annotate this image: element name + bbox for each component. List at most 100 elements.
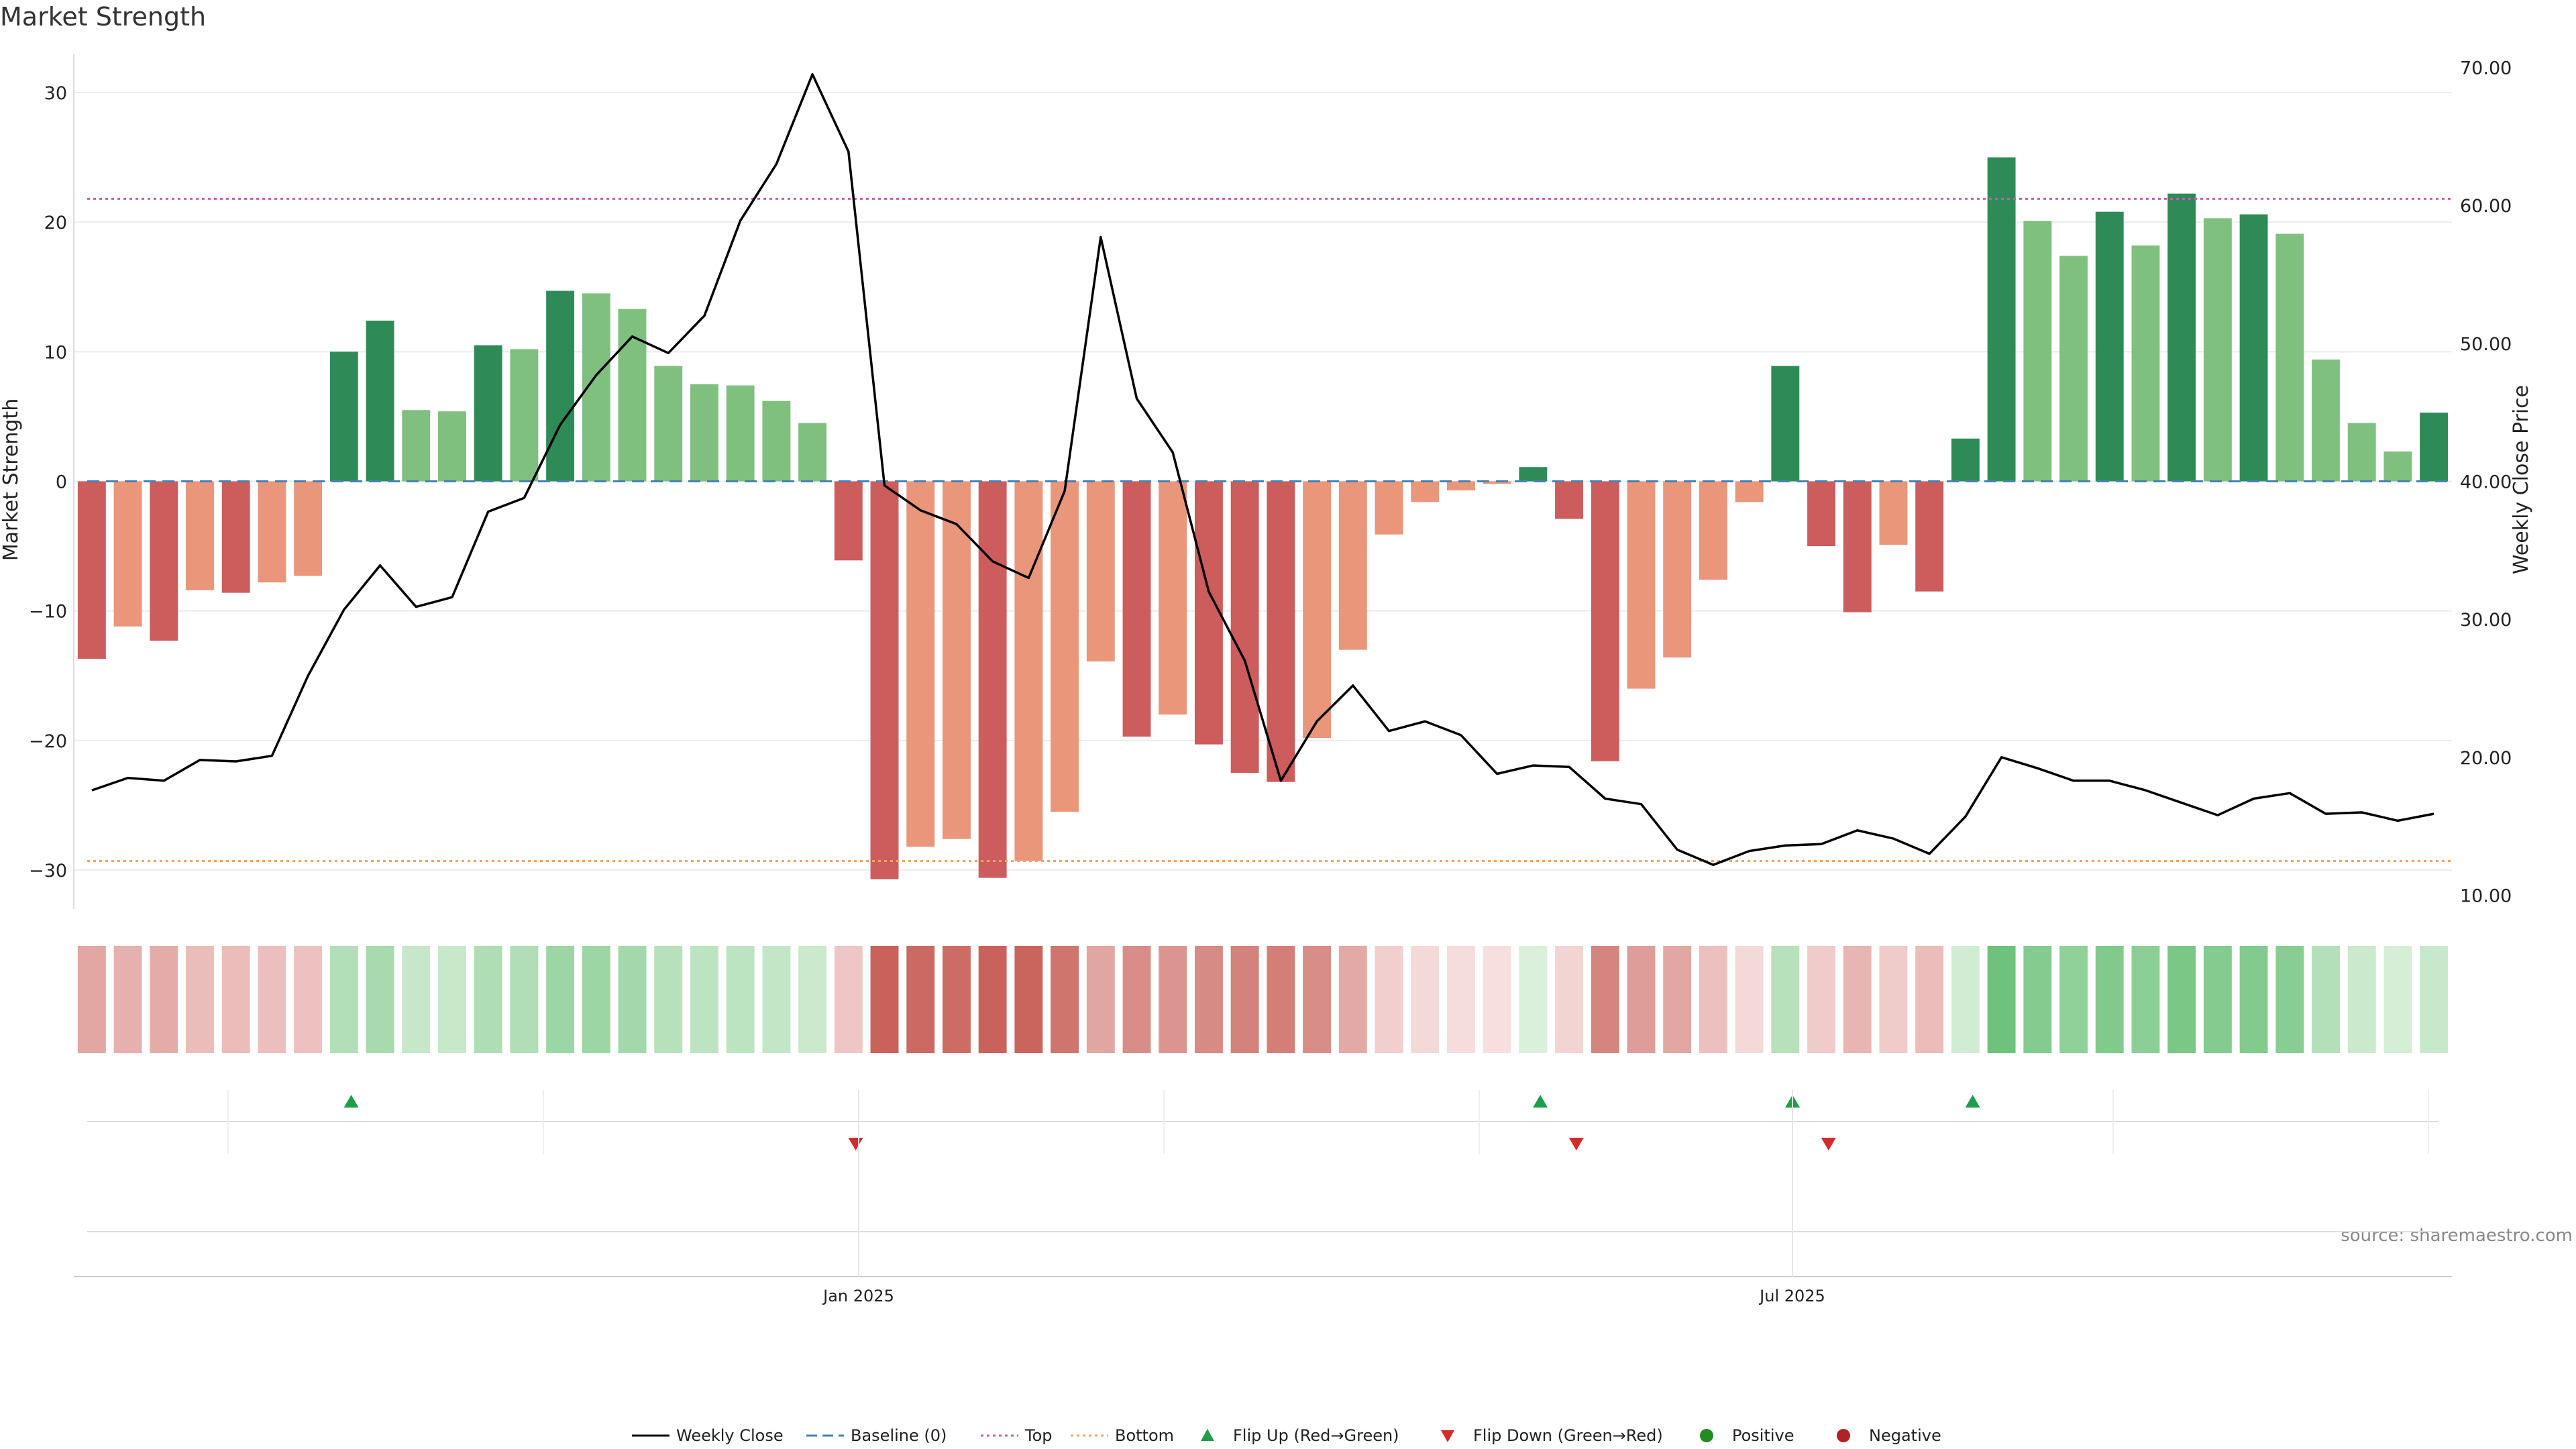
heat-cell — [2203, 946, 2232, 1053]
strength-bar — [2347, 423, 2376, 482]
heat-cell — [582, 946, 610, 1053]
flip-down-marker — [848, 1138, 863, 1150]
left-tick-label: −20 — [29, 731, 67, 752]
legend-symbol — [1441, 1430, 1454, 1442]
x-axis: Jan 2025 Jul 2025 — [74, 1090, 2452, 1305]
heat-cell — [1194, 946, 1223, 1053]
strength-bar — [1086, 481, 1115, 662]
heat-cell — [978, 946, 1007, 1053]
heat-cell — [294, 946, 323, 1053]
strength-bar — [1879, 481, 1908, 545]
strength-bar — [1591, 481, 1619, 761]
strength-bar — [294, 481, 323, 576]
legend-symbol — [1837, 1429, 1850, 1442]
legend-label: Baseline (0) — [851, 1426, 947, 1445]
legend-label: Bottom — [1115, 1426, 1174, 1445]
strength-bar — [654, 366, 683, 482]
heat-cell — [618, 946, 647, 1053]
strength-bar — [2059, 256, 2088, 482]
heat-cell — [258, 946, 286, 1053]
strength-bar — [978, 481, 1007, 878]
strength-bar — [1987, 157, 2016, 482]
strength-bar — [366, 320, 394, 482]
strength-bar — [942, 481, 971, 839]
heat-cell — [1843, 946, 1872, 1053]
strength-heat-strip — [77, 946, 2449, 1053]
chart-title: Market Strength — [0, 2, 206, 32]
heat-cell — [402, 946, 431, 1053]
strength-bar — [113, 481, 142, 627]
heat-cell — [1591, 946, 1619, 1053]
legend-label: Flip Up (Red→Green) — [1233, 1426, 1399, 1445]
left-tick-label: 10 — [44, 342, 67, 363]
strength-bar — [690, 384, 718, 482]
heat-cell — [1375, 946, 1403, 1053]
right-tick-label: 30.00 — [2460, 610, 2512, 631]
right-tick-label: 50.00 — [2460, 334, 2512, 355]
strength-bar — [618, 309, 647, 482]
left-tick-label: 30 — [44, 83, 67, 104]
left-tick-label: 0 — [56, 472, 67, 493]
legend-symbol — [1700, 1429, 1713, 1442]
heat-cell — [1915, 946, 1944, 1053]
heat-cell — [546, 946, 575, 1053]
heat-cell — [510, 946, 539, 1053]
heat-cell — [1627, 946, 1656, 1053]
heat-cell — [1014, 946, 1043, 1053]
flip-up-marker — [1965, 1095, 1980, 1108]
right-axis-label: Weekly Close Price — [2510, 385, 2533, 574]
heat-cell — [2059, 946, 2088, 1053]
left-tick-label: −10 — [29, 602, 67, 623]
heat-cell — [1987, 946, 2016, 1053]
heat-cell — [726, 946, 755, 1053]
heat-cell — [762, 946, 791, 1053]
strength-bar — [1627, 481, 1656, 689]
strength-bar — [1122, 481, 1151, 737]
heat-cell — [1663, 946, 1692, 1053]
weekly-close-line — [91, 73, 2434, 866]
heat-cell — [221, 946, 250, 1053]
strength-bar — [1735, 481, 1764, 502]
heat-cell — [2023, 946, 2052, 1053]
strength-bar — [1303, 481, 1332, 738]
heat-cell — [2275, 946, 2304, 1053]
strength-bar — [1014, 481, 1043, 861]
legend-label: Flip Down (Green→Red) — [1473, 1426, 1663, 1445]
strength-bar — [1411, 481, 1440, 502]
strength-bar — [77, 481, 106, 659]
right-tick-label: 10.00 — [2460, 885, 2512, 906]
strength-bar — [762, 400, 791, 482]
heat-cell — [1267, 946, 1295, 1053]
heat-cell — [1483, 946, 1511, 1053]
heat-cell — [1951, 946, 1980, 1053]
heat-cell — [1807, 946, 1835, 1053]
strength-bar — [438, 411, 466, 482]
right-tick-label: 40.00 — [2460, 472, 2512, 493]
flip-down-marker — [1568, 1138, 1584, 1150]
heat-cell — [690, 946, 718, 1053]
strength-bar — [1194, 481, 1223, 745]
strength-bar — [546, 290, 575, 482]
strength-bar — [1915, 481, 1944, 592]
heat-cell — [1338, 946, 1367, 1053]
strength-bar — [474, 345, 502, 482]
legend: Weekly Close Baseline (0) Top Bottom Flip Up… — [632, 1426, 1941, 1445]
heat-cell — [1519, 946, 1548, 1053]
strength-bar — [258, 481, 286, 583]
axes-layer: 30 20 10 0 −10 −20 −30 70.00 60.00 50.00 40.00 30.0… — [29, 54, 2512, 909]
heat-cell — [1230, 946, 1259, 1053]
heat-cell — [654, 946, 683, 1053]
strength-bar — [798, 423, 827, 482]
weekly-close-layer — [91, 73, 2434, 866]
heat-cell — [2347, 946, 2376, 1053]
heat-cell — [1303, 946, 1332, 1053]
strength-bars — [77, 157, 2449, 879]
legend-label: Top — [1024, 1426, 1053, 1445]
heat-cell — [113, 946, 142, 1053]
heat-cell — [906, 946, 935, 1053]
heat-cell — [366, 946, 394, 1053]
heat-cell — [2095, 946, 2124, 1053]
strength-bar — [510, 349, 539, 482]
left-tick-label: 20 — [44, 213, 67, 233]
